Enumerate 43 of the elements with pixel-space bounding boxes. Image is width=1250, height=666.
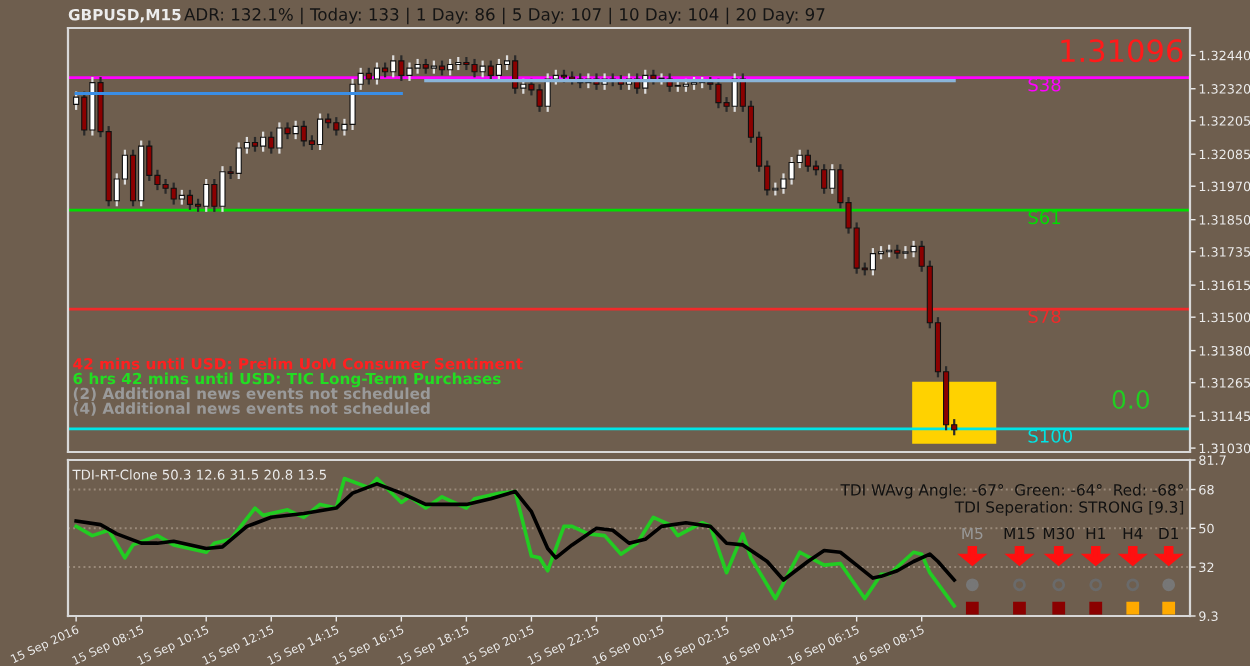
candlestick <box>902 245 909 260</box>
candlestick <box>89 75 96 137</box>
candlestick <box>268 130 275 155</box>
annotation: 0.0 <box>1112 390 1150 409</box>
candlestick <box>349 77 356 132</box>
candlestick <box>235 141 242 181</box>
candlestick <box>276 121 283 155</box>
candlestick <box>715 77 722 110</box>
candlestick <box>821 163 828 195</box>
candlestick <box>414 57 421 75</box>
chart-subtitle: ADR: 132.1% | Today: 133 | 1 Day: 86 | 5 Day: 107 | 10 Day: 104 | 20 Day: 97 <box>184 7 825 25</box>
candlestick <box>804 148 811 173</box>
ref-line-label: S78 <box>1028 309 1061 324</box>
candlestick <box>333 116 340 137</box>
candlestick <box>487 59 494 83</box>
candlestick <box>316 112 324 152</box>
candlestick <box>536 83 543 113</box>
candlestick <box>544 72 551 113</box>
candlestick <box>129 148 137 208</box>
ref-line-label: S61 <box>1028 210 1061 225</box>
candlestick <box>731 72 738 113</box>
candlestick <box>260 130 267 153</box>
candlestick <box>471 57 478 79</box>
candlestick <box>162 177 169 195</box>
candlestick <box>788 155 795 186</box>
candlestick <box>512 54 519 95</box>
candlestick <box>829 163 836 195</box>
candlestick <box>292 119 299 141</box>
candlestick <box>219 165 226 213</box>
candlestick <box>211 177 218 213</box>
candlestick <box>186 188 194 212</box>
candlestick <box>390 54 397 79</box>
candlestick <box>81 90 88 137</box>
candlestick <box>300 119 307 148</box>
candlestick <box>398 54 405 83</box>
candlestick <box>170 181 177 206</box>
candlestick <box>495 57 502 83</box>
candlestick <box>463 55 470 72</box>
candlestick <box>373 61 381 86</box>
candlestick <box>203 177 210 213</box>
annotation: 1.31096 <box>1061 39 1183 63</box>
candlestick <box>406 61 413 83</box>
candlestick <box>869 246 876 277</box>
